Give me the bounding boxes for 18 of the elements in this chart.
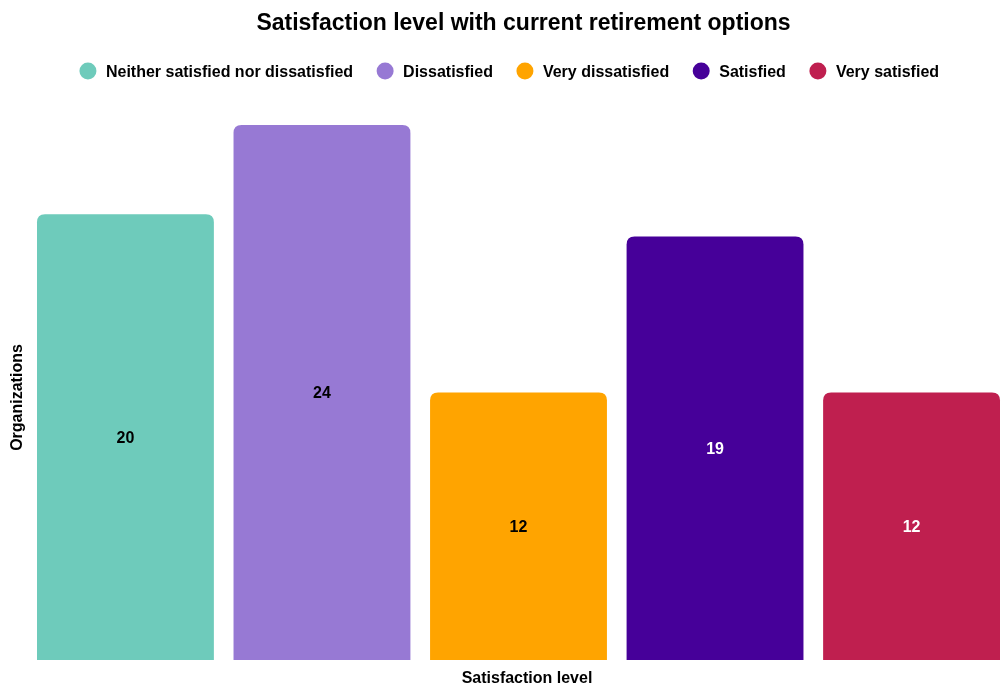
bar xyxy=(37,214,214,660)
bar xyxy=(430,392,607,660)
legend-label: Very satisfied xyxy=(835,62,940,80)
data-label: 24 xyxy=(313,384,331,401)
bar xyxy=(626,236,804,660)
data-label: 19 xyxy=(706,439,725,457)
data-label: 12 xyxy=(509,517,528,535)
data-label: 20 xyxy=(116,428,135,446)
bar xyxy=(233,125,411,660)
bar xyxy=(823,392,1000,660)
chart-title: Satisfaction level with current retirement options xyxy=(256,9,791,35)
legend-label: Dissatisfied xyxy=(403,62,493,80)
data-label: 12 xyxy=(902,517,921,535)
x-axis-title: Satisfaction level xyxy=(461,669,593,686)
legend-label: Neither satisfied nor dissatisfied xyxy=(105,62,354,80)
legend-label: Very dissatisfied xyxy=(542,62,670,80)
y-axis-title: Organizations xyxy=(8,344,25,451)
legend-label: Satisfied xyxy=(719,62,786,80)
